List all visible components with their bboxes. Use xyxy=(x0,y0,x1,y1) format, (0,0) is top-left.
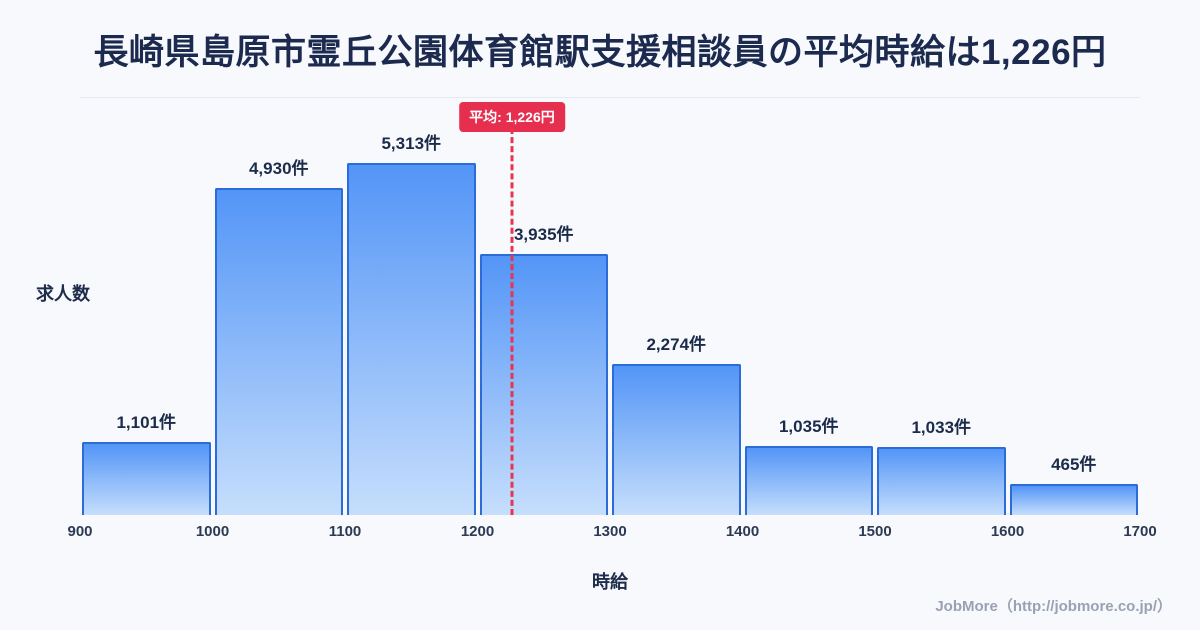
bar-value-label: 1,035件 xyxy=(778,417,839,436)
bar-value-label: 1,033件 xyxy=(911,418,972,437)
average-badge: 平均: 1,226円 xyxy=(459,102,565,132)
x-tick-label: 1200 xyxy=(460,523,495,540)
x-tick-label: 900 xyxy=(67,523,93,540)
x-axis-label: 時給 xyxy=(592,572,628,592)
bar-value-label: 3,935件 xyxy=(513,225,574,244)
x-tick-label: 1100 xyxy=(328,523,362,540)
bar-value-label: 1,101件 xyxy=(116,413,177,432)
page-title: 長崎県島原市霊丘公園体育館駅支援相談員の平均時給は1,226円 xyxy=(93,33,1107,72)
bar-value-label: 5,313件 xyxy=(381,134,442,153)
x-tick-label: 1500 xyxy=(858,523,892,540)
bar-value-label: 2,274件 xyxy=(646,335,707,354)
x-axis-ticks: 900 1000 1100 1200 1300 1400 1500 1600 1700 xyxy=(67,523,1156,543)
x-tick-label: 1000 xyxy=(195,523,230,540)
average-line xyxy=(510,128,514,515)
histogram-bar xyxy=(744,446,873,515)
histogram-bar xyxy=(479,254,608,515)
plot-area: 平均: 1,226円 1,101件 4,930件 5,313件 3,935件 2,274… xyxy=(80,100,1140,515)
histogram-bar xyxy=(877,447,1006,515)
x-tick-label: 1300 xyxy=(593,523,627,540)
y-axis-label: 求人数 xyxy=(36,284,90,304)
bar-value-label: 4,930件 xyxy=(248,159,309,178)
x-tick-label: 1400 xyxy=(725,523,760,540)
footer-credit: JobMore（http://jobmore.co.jp/） xyxy=(935,598,1172,615)
title-divider xyxy=(80,97,1140,98)
histogram-bar xyxy=(214,188,343,515)
x-tick-label: 1600 xyxy=(990,523,1025,540)
histogram-bar xyxy=(612,364,741,515)
histogram-bar xyxy=(82,442,211,515)
histogram-bar xyxy=(1009,484,1138,515)
bar-value-label: 465件 xyxy=(1051,455,1097,474)
x-tick-label: 1700 xyxy=(1123,523,1157,540)
histogram-bar xyxy=(347,163,476,515)
